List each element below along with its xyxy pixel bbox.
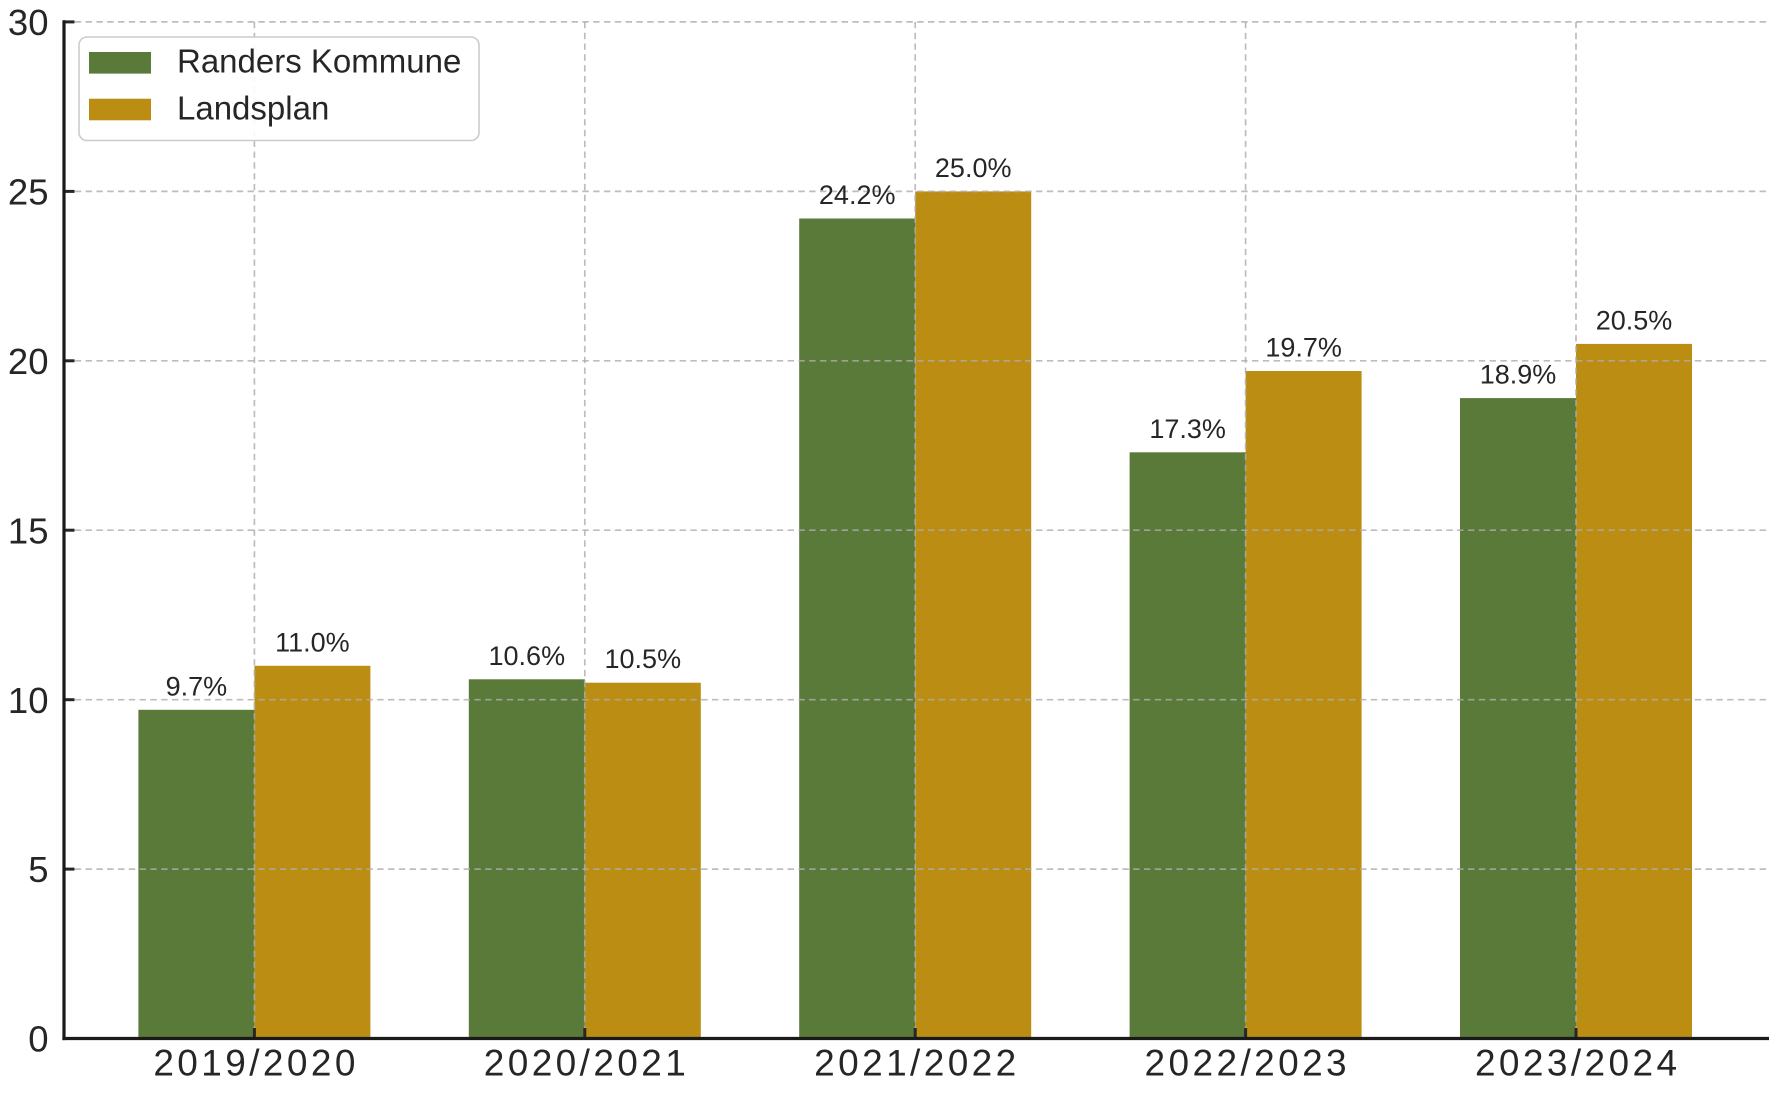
svg-text:25: 25 bbox=[8, 172, 49, 213]
svg-text:9.7%: 9.7% bbox=[166, 671, 228, 701]
svg-text:5: 5 bbox=[28, 849, 48, 890]
svg-text:2019/2020: 2019/2020 bbox=[153, 1043, 359, 1084]
svg-text:2023/2024: 2023/2024 bbox=[1475, 1043, 1681, 1084]
svg-text:10: 10 bbox=[8, 680, 49, 721]
svg-text:0: 0 bbox=[28, 1019, 48, 1060]
svg-text:11.0%: 11.0% bbox=[275, 627, 350, 657]
svg-text:20: 20 bbox=[8, 341, 49, 382]
svg-text:19.7%: 19.7% bbox=[1265, 333, 1342, 363]
svg-text:2020/2021: 2020/2021 bbox=[484, 1043, 690, 1084]
svg-text:24.2%: 24.2% bbox=[819, 180, 896, 210]
svg-text:2022/2023: 2022/2023 bbox=[1145, 1043, 1351, 1084]
svg-text:30: 30 bbox=[8, 2, 49, 43]
svg-text:25.0%: 25.0% bbox=[935, 153, 1012, 183]
svg-text:18.9%: 18.9% bbox=[1480, 360, 1557, 390]
svg-text:2021/2022: 2021/2022 bbox=[814, 1043, 1020, 1084]
svg-text:10.6%: 10.6% bbox=[489, 641, 566, 671]
svg-text:Randers Kommune: Randers Kommune bbox=[177, 43, 461, 80]
svg-text:Landsplan: Landsplan bbox=[177, 89, 329, 126]
svg-text:15: 15 bbox=[8, 510, 49, 551]
svg-text:17.3%: 17.3% bbox=[1149, 414, 1226, 444]
svg-text:20.5%: 20.5% bbox=[1596, 305, 1673, 335]
svg-text:10.5%: 10.5% bbox=[605, 644, 682, 674]
